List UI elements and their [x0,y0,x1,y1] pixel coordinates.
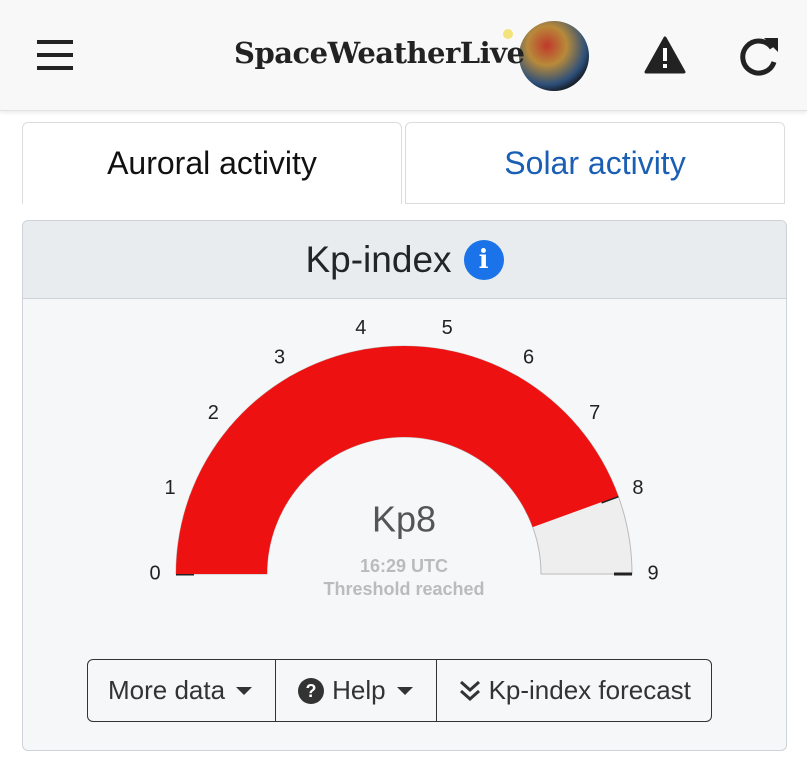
help-icon: ? [298,677,325,704]
gauge-status: Threshold reached [323,579,484,599]
logo-sun [503,29,513,39]
svg-text:?: ? [306,681,317,701]
button-label: Kp-index forecast [488,675,691,705]
gauge-tick-label: 5 [442,317,453,339]
top-bar: SpaceWeatherLive [0,0,807,111]
alert-button[interactable] [644,36,686,74]
tab-active[interactable]: Auroral activity [22,122,402,204]
gauge-tick-label: 9 [647,562,658,584]
gauge-tick-label: 6 [523,347,534,369]
gauge-tick-label: 8 [632,477,643,499]
button-group: More data ? Help Kp-index forecast [87,659,712,722]
gauge-tick-label: 4 [355,317,366,339]
gauge-tick-label: 1 [164,477,175,499]
help-button[interactable]: ? Help [276,660,437,721]
gauge-value-arc [176,345,619,574]
tab[interactable]: Solar activity [405,122,785,204]
gauge-tick-label: 7 [589,402,600,424]
brand: SpaceWeatherLive [234,36,525,70]
gauge-time: 16:29 UTC [360,556,448,576]
info-button[interactable]: i [463,239,504,280]
more-data-button[interactable]: More data [88,660,277,721]
header-icons [37,21,778,91]
logo-globe [519,21,589,91]
button-label: More data [108,675,226,705]
chevrons [459,680,480,701]
menu-button[interactable] [37,40,73,70]
forecast-button[interactable]: Kp-index forecast [437,660,711,721]
gauge-tick-label: 3 [274,347,285,369]
gauge-tick-label: 2 [208,402,219,424]
panel-header: Kp-index i [23,221,786,299]
button-label: Help [332,675,386,705]
caret [236,686,253,695]
gauge-tick-label: 0 [149,562,160,584]
panel-title: Kp-index [305,238,452,280]
caret [396,686,413,695]
gauge-value-label: Kp8 [372,499,436,540]
kp-panel: Kp-index i [22,220,787,751]
refresh-button[interactable] [740,38,778,76]
